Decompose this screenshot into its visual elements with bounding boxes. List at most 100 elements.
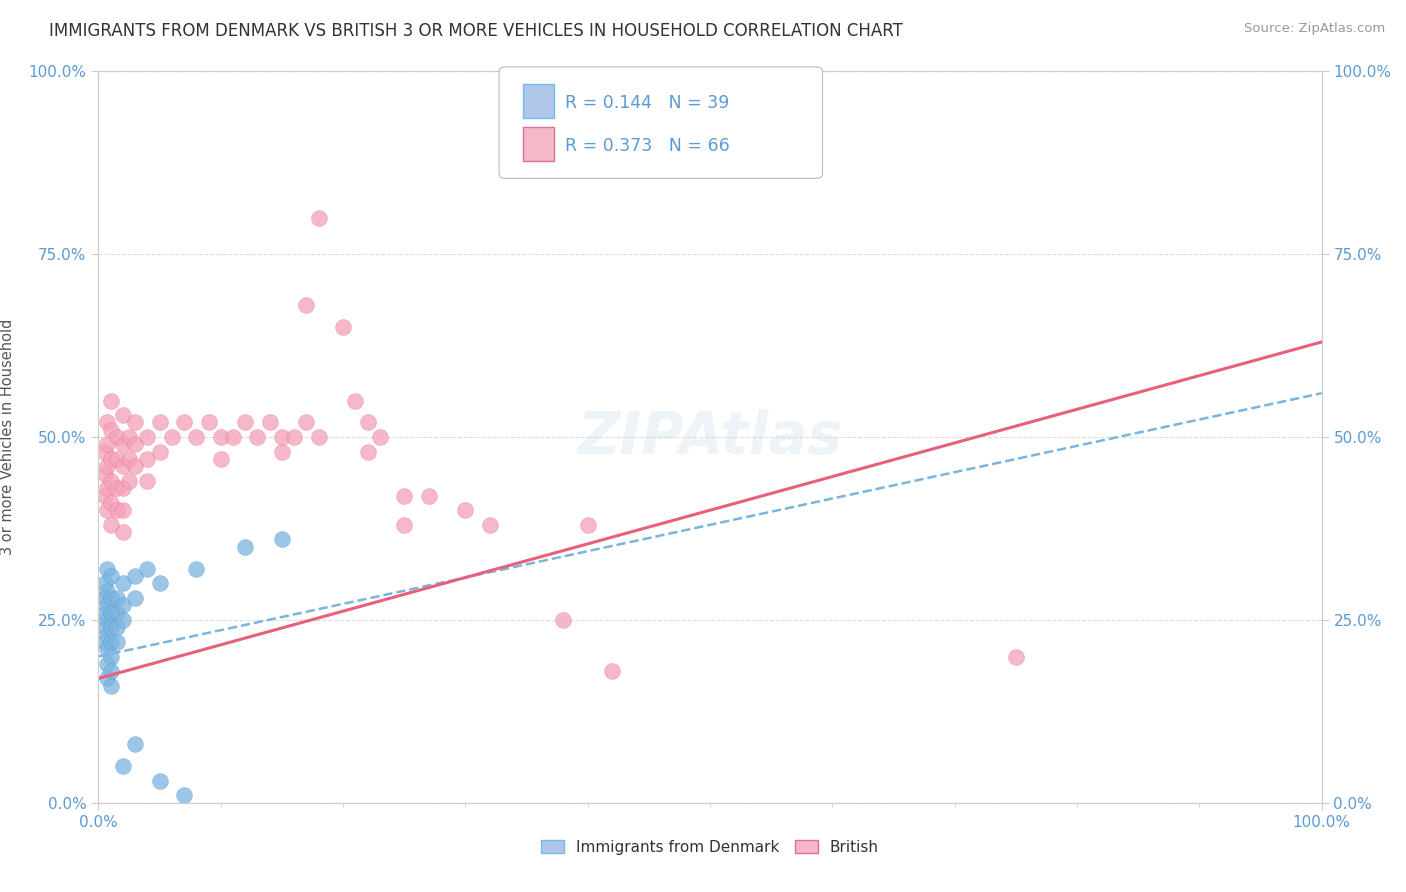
Point bbox=[209, 452, 232, 467]
Point bbox=[93, 620, 115, 634]
Point bbox=[93, 444, 115, 458]
Point bbox=[111, 481, 134, 495]
Point bbox=[100, 569, 122, 583]
Point bbox=[118, 452, 141, 467]
Point bbox=[283, 430, 305, 444]
Point bbox=[100, 664, 122, 678]
Point bbox=[368, 430, 391, 444]
Point bbox=[100, 452, 122, 467]
Point bbox=[111, 525, 134, 540]
Point bbox=[136, 452, 159, 467]
Point bbox=[270, 444, 294, 458]
Point bbox=[96, 642, 118, 657]
Point bbox=[100, 620, 122, 634]
Point bbox=[93, 606, 115, 620]
Point bbox=[259, 416, 281, 430]
Point bbox=[270, 430, 294, 444]
Point bbox=[105, 452, 128, 467]
Point bbox=[96, 583, 118, 598]
Point bbox=[96, 657, 118, 671]
Point bbox=[100, 517, 122, 532]
Point bbox=[124, 569, 146, 583]
Point bbox=[111, 459, 134, 474]
Point bbox=[93, 591, 115, 605]
Point bbox=[105, 606, 128, 620]
Point bbox=[100, 496, 122, 510]
Point bbox=[136, 474, 159, 488]
Point bbox=[105, 430, 128, 444]
Point bbox=[96, 481, 118, 495]
Point bbox=[96, 503, 118, 517]
Point bbox=[96, 672, 118, 686]
Text: ZIPAtlas: ZIPAtlas bbox=[578, 409, 842, 466]
Point bbox=[149, 444, 172, 458]
Point bbox=[209, 430, 232, 444]
Point bbox=[332, 320, 354, 334]
Point bbox=[1004, 649, 1026, 664]
Point bbox=[118, 430, 141, 444]
Point bbox=[392, 517, 416, 532]
Point bbox=[356, 444, 378, 458]
Point bbox=[600, 664, 623, 678]
Point bbox=[308, 211, 330, 225]
Point bbox=[96, 599, 118, 613]
Point bbox=[105, 620, 128, 634]
Legend: Immigrants from Denmark, British: Immigrants from Denmark, British bbox=[534, 834, 886, 861]
Point bbox=[173, 416, 195, 430]
Point bbox=[93, 576, 115, 591]
Point bbox=[111, 613, 134, 627]
Point bbox=[111, 576, 134, 591]
Point bbox=[96, 437, 118, 451]
Point bbox=[124, 591, 146, 605]
Point bbox=[186, 430, 208, 444]
Point bbox=[100, 679, 122, 693]
Point bbox=[93, 467, 115, 481]
Point bbox=[105, 591, 128, 605]
Point bbox=[136, 562, 159, 576]
Point bbox=[105, 481, 128, 495]
Point bbox=[149, 416, 172, 430]
Point bbox=[270, 533, 294, 547]
Point bbox=[454, 503, 477, 517]
Point bbox=[124, 459, 146, 474]
Point bbox=[105, 503, 128, 517]
Point bbox=[100, 649, 122, 664]
Point bbox=[160, 430, 183, 444]
Point bbox=[96, 627, 118, 641]
Point bbox=[576, 517, 599, 532]
Point bbox=[111, 759, 134, 773]
Point bbox=[100, 591, 122, 605]
Point bbox=[100, 474, 122, 488]
Point bbox=[344, 393, 367, 408]
Point bbox=[118, 474, 141, 488]
Point bbox=[246, 430, 269, 444]
Point bbox=[295, 416, 318, 430]
Point bbox=[111, 503, 134, 517]
Point bbox=[105, 635, 128, 649]
Point bbox=[136, 430, 159, 444]
Point bbox=[124, 437, 146, 451]
Point bbox=[149, 576, 172, 591]
Point bbox=[100, 635, 122, 649]
Point bbox=[111, 408, 134, 422]
Point bbox=[124, 737, 146, 751]
Point bbox=[124, 416, 146, 430]
Point bbox=[233, 540, 256, 554]
Text: R = 0.373   N = 66: R = 0.373 N = 66 bbox=[565, 137, 730, 155]
Point bbox=[93, 489, 115, 503]
Text: R = 0.144   N = 39: R = 0.144 N = 39 bbox=[565, 95, 730, 112]
Point bbox=[96, 416, 118, 430]
Point bbox=[197, 416, 219, 430]
Point bbox=[100, 606, 122, 620]
Point bbox=[186, 562, 208, 576]
Point bbox=[96, 613, 118, 627]
Point bbox=[149, 773, 172, 788]
Text: Source: ZipAtlas.com: Source: ZipAtlas.com bbox=[1244, 22, 1385, 36]
Point bbox=[111, 437, 134, 451]
Point bbox=[100, 423, 122, 437]
Point bbox=[222, 430, 245, 444]
Point bbox=[356, 416, 378, 430]
Point bbox=[111, 599, 134, 613]
Point bbox=[93, 635, 115, 649]
Point bbox=[96, 562, 118, 576]
